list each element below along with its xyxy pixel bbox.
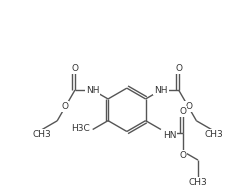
Text: NH: NH <box>86 85 99 95</box>
Text: HN: HN <box>163 131 176 141</box>
Text: NH: NH <box>154 85 168 95</box>
Text: O: O <box>179 151 186 160</box>
Text: O: O <box>71 64 79 73</box>
Text: O: O <box>185 102 192 111</box>
Text: O: O <box>62 102 68 111</box>
Text: O: O <box>175 64 182 73</box>
Text: CH3: CH3 <box>189 178 207 187</box>
Text: CH3: CH3 <box>33 130 51 139</box>
Text: CH3: CH3 <box>204 130 223 139</box>
Text: H3C: H3C <box>71 124 90 133</box>
Text: O: O <box>179 107 186 116</box>
